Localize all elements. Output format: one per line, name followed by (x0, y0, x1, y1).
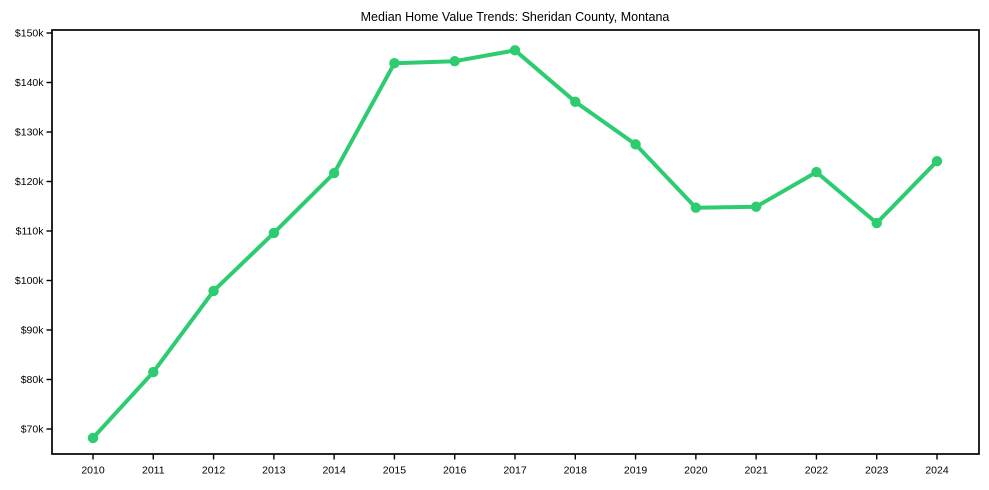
x-tick-label: 2023 (865, 465, 889, 477)
x-tick-label: 2012 (202, 465, 226, 477)
data-point-2011 (148, 366, 159, 378)
data-point-2020 (690, 202, 702, 213)
data-point-2014 (328, 167, 340, 179)
y-tick-label: $100k (15, 275, 44, 287)
plot-area: $70k $80k $90k $100k $110k $120k $130k $140k $15… (15, 28, 980, 477)
x-tick-label: 2015 (383, 465, 407, 477)
y-tick-label: $80k (21, 374, 45, 386)
data-point-2015 (389, 57, 400, 69)
data-point-2022 (811, 166, 822, 178)
x-tick-label: 2020 (684, 465, 708, 477)
x-tick-label: 2016 (443, 465, 467, 477)
x-tick-label: 2011 (142, 465, 165, 477)
data-point-2012 (208, 285, 219, 297)
x-tick-label: 2013 (262, 465, 286, 477)
data-point-2010 (87, 432, 99, 444)
data-point-2013 (268, 227, 280, 239)
data-point-2021 (750, 201, 762, 212)
y-tick-label: $110k (16, 226, 45, 238)
y-tick-label: $130k (15, 127, 44, 139)
x-tick-label: 2019 (624, 465, 648, 477)
x-tick-label: 2010 (81, 465, 105, 477)
y-tick-label: $120k (15, 176, 44, 188)
data-point-2019 (630, 139, 641, 150)
y-tick-label: $140k (15, 77, 44, 89)
x-tick-label: 2022 (805, 465, 829, 477)
x-tick-label: 2014 (322, 465, 346, 477)
chart-title: Median Home Value Trends: Sheridan Count… (361, 10, 670, 24)
data-point-2018 (570, 96, 581, 108)
y-tick-label: $150k (15, 28, 44, 40)
x-tick-label: 2017 (503, 465, 527, 477)
data-point-2024 (931, 156, 943, 167)
data-point-2016 (449, 56, 460, 67)
plot-border (51, 29, 980, 455)
x-tick-label: 2024 (925, 465, 949, 477)
y-tick-label: $70k (21, 424, 45, 436)
x-tick-label: 2018 (564, 465, 588, 477)
data-point-2017 (509, 45, 521, 56)
x-tick-label: 2021 (744, 465, 768, 477)
trend-line (91, 48, 939, 440)
data-point-2023 (871, 217, 882, 229)
y-tick-label: $90k (21, 325, 45, 337)
